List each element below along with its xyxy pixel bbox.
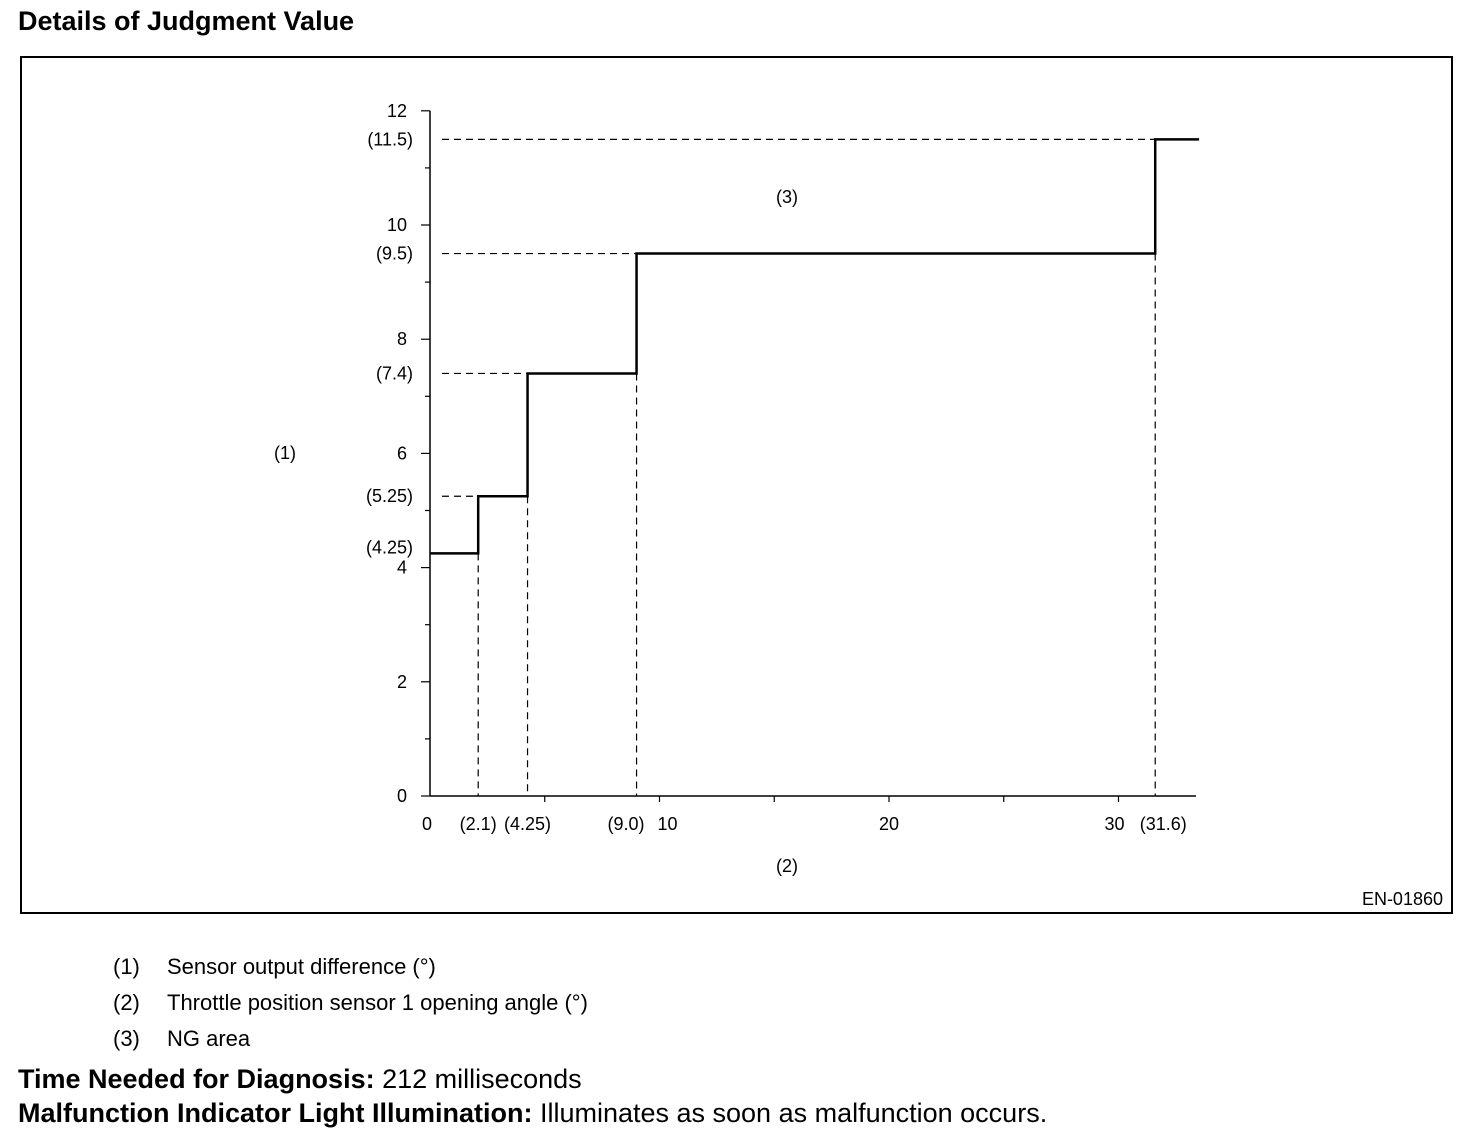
diagnosis-time: Time Needed for Diagnosis: 212 milliseco… <box>18 1064 582 1095</box>
legend-number: (3) <box>113 1026 140 1051</box>
x-tick-label: 0 <box>422 814 432 834</box>
page-title: Details of Judgment Value <box>18 6 355 36</box>
y-marker-label: (7.4) <box>376 363 413 383</box>
diagnosis-time-value: 212 milliseconds <box>374 1064 582 1094</box>
y-marker-label: (5.25) <box>366 486 413 506</box>
legend-item-1: (1) Sensor output difference (°) <box>113 954 436 980</box>
x-tick-label: 20 <box>879 814 899 834</box>
mil-illumination-value: Illuminates as soon as malfunction occur… <box>532 1098 1048 1128</box>
x-tick-label: 10 <box>658 814 678 834</box>
x-marker-label: (9.0) <box>608 814 645 834</box>
x-marker-label: (31.6) <box>1140 814 1187 834</box>
diagnosis-time-label: Time Needed for Diagnosis: <box>18 1064 375 1094</box>
y-tick-label: 2 <box>397 672 407 692</box>
y-tick-label: 10 <box>387 215 407 235</box>
y-marker-label: (9.5) <box>376 244 413 264</box>
judgment-threshold-line <box>430 138 1200 555</box>
y-marker-label: (11.5) <box>367 129 413 149</box>
figure-code: EN-01860 <box>1362 889 1443 909</box>
chart-frame <box>20 56 1453 914</box>
legend-item-3: (3) NG area <box>113 1026 250 1052</box>
legend-text: Throttle position sensor 1 opening angle… <box>167 990 588 1015</box>
y-marker-label: (4.25) <box>366 537 413 557</box>
legend-item-2: (2) Throttle position sensor 1 opening an… <box>113 990 588 1016</box>
x-marker-label: (2.1) <box>460 814 497 834</box>
legend-number: (1) <box>113 954 140 979</box>
x-marker-label: (4.25) <box>504 814 551 834</box>
ng-area-label: (3) <box>776 187 798 207</box>
mil-illumination: Malfunction Indicator Light Illumination… <box>18 1098 1047 1129</box>
legend-number: (2) <box>113 990 140 1015</box>
chart-guides <box>442 138 1156 796</box>
mil-illumination-label: Malfunction Indicator Light Illumination… <box>18 1098 533 1128</box>
y-tick-label: 4 <box>397 558 407 578</box>
x-tick-label: 30 <box>1104 814 1124 834</box>
y-tick-label: 12 <box>387 101 407 121</box>
y-axis-label: (1) <box>274 443 296 463</box>
chart-tick-labels: 0 2 4 6 8 10 12 0 10 20 30 (2.1) (4.25) (9.0) (31.6) (4… <box>366 101 1187 834</box>
chart-axes <box>421 110 1196 802</box>
y-tick-label: 8 <box>397 329 407 349</box>
chart-series <box>430 138 1200 555</box>
legend-text: Sensor output difference (°) <box>167 954 436 979</box>
y-tick-label: 6 <box>397 443 407 463</box>
x-axis-label: (2) <box>776 856 798 876</box>
legend-text: NG area <box>167 1026 251 1051</box>
y-tick-label: 0 <box>397 786 407 806</box>
